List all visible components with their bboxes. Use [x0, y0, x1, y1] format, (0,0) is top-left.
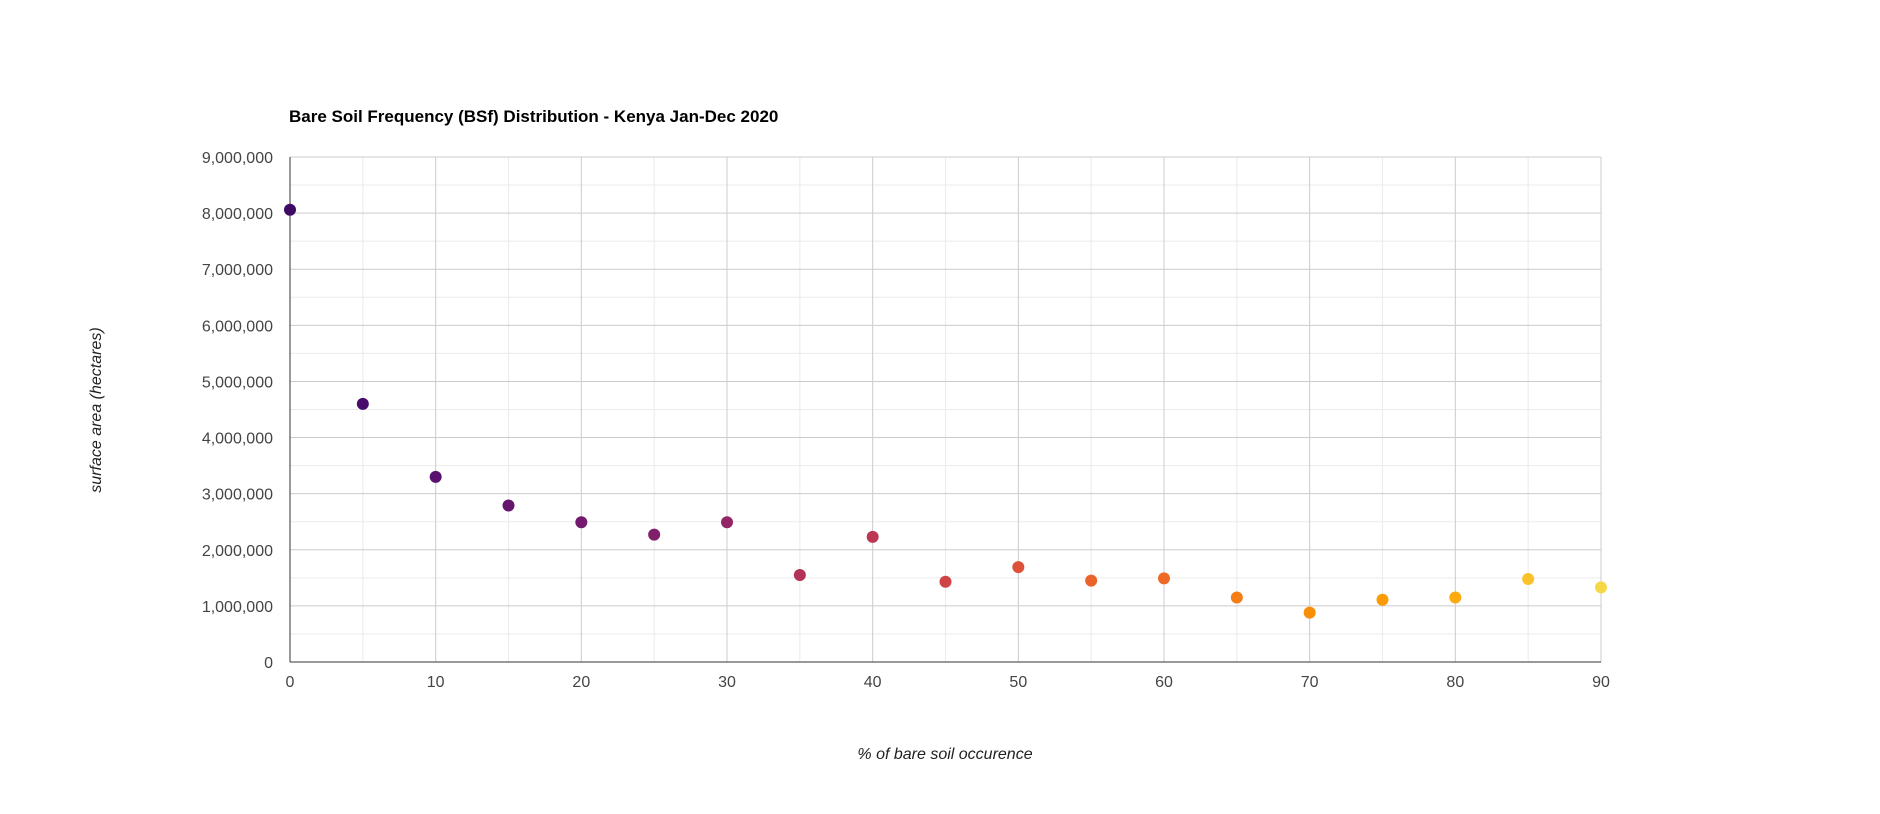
x-axis-tick-labels: 0 10 20 30 40 50 60 70 80 90 — [286, 674, 1610, 691]
x-tick-label: 50 — [1009, 674, 1027, 691]
x-tick-label: 0 — [286, 674, 295, 691]
data-point[interactable] — [793, 569, 806, 582]
x-tick-label: 30 — [718, 674, 736, 691]
data-point[interactable] — [1085, 574, 1098, 587]
y-tick-label: 7,000,000 — [202, 262, 273, 279]
data-point[interactable] — [1376, 593, 1389, 606]
y-tick-label: 1,000,000 — [202, 599, 273, 616]
data-point[interactable] — [1303, 606, 1316, 619]
x-tick-label: 60 — [1155, 674, 1173, 691]
data-point[interactable] — [284, 203, 296, 216]
y-axis-tick-labels: 0 1,000,000 2,000,000 3,000,000 4,000,000 5,0… — [202, 150, 273, 672]
y-tick-label: 6,000,000 — [202, 318, 273, 335]
data-point[interactable] — [1158, 572, 1170, 585]
data-point[interactable] — [648, 528, 661, 541]
data-point[interactable] — [575, 516, 588, 529]
x-tick-label: 40 — [864, 674, 882, 691]
minor-gridlines — [290, 157, 1601, 662]
x-tick-label: 80 — [1446, 674, 1464, 691]
y-tick-label: 5,000,000 — [202, 374, 273, 391]
major-gridlines — [290, 156, 1602, 662]
data-point[interactable] — [1522, 572, 1535, 585]
data-point[interactable] — [721, 516, 733, 529]
y-tick-label: 8,000,000 — [202, 206, 273, 223]
y-tick-label: 0 — [264, 655, 273, 672]
data-point[interactable] — [1012, 561, 1025, 574]
data-point[interactable] — [1595, 581, 1607, 594]
chart-title: Bare Soil Frequency (BSf) Distribution -… — [289, 107, 778, 126]
data-point[interactable] — [939, 575, 952, 588]
y-axis-title: surface area (hectares) — [88, 327, 105, 492]
x-tick-label: 70 — [1301, 674, 1319, 691]
data-point[interactable] — [866, 530, 879, 543]
data-point[interactable] — [356, 397, 369, 410]
data-point[interactable] — [1230, 591, 1243, 604]
data-points — [284, 203, 1607, 619]
y-tick-label: 2,000,000 — [202, 543, 273, 560]
x-tick-label: 20 — [572, 674, 590, 691]
y-tick-label: 9,000,000 — [202, 150, 273, 167]
data-point[interactable] — [502, 499, 515, 512]
axes — [289, 157, 1601, 663]
y-tick-label: 3,000,000 — [202, 487, 273, 504]
x-axis-title: % of bare soil occurence — [857, 746, 1032, 763]
data-point[interactable] — [1449, 591, 1462, 604]
data-point[interactable] — [429, 470, 442, 483]
x-tick-label: 90 — [1592, 674, 1610, 691]
y-tick-label: 4,000,000 — [202, 431, 273, 448]
x-tick-label: 10 — [427, 674, 445, 691]
